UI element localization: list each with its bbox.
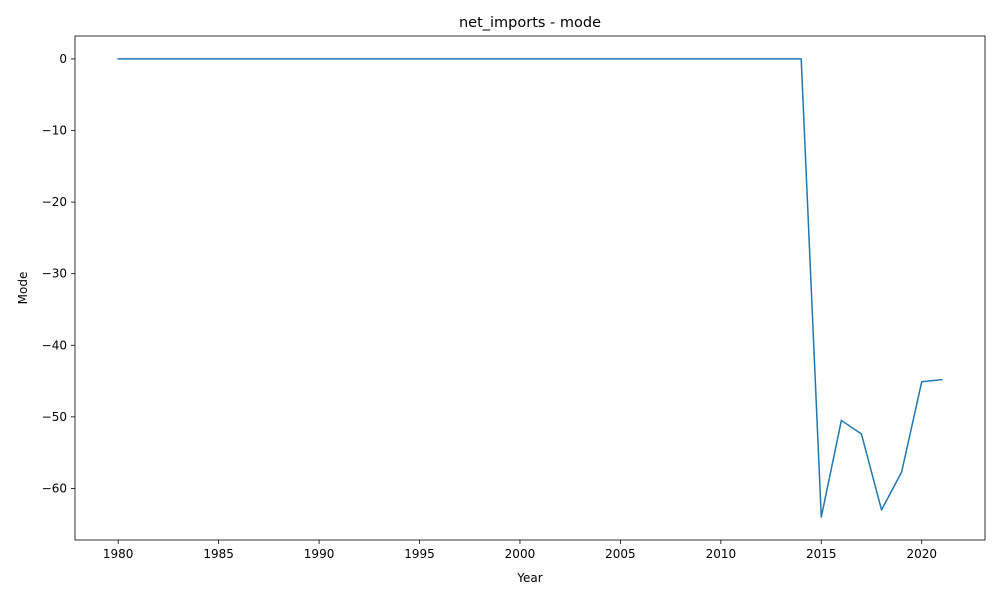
chart-title: net_imports - mode bbox=[459, 15, 601, 31]
x-tick-label: 2005 bbox=[605, 547, 636, 561]
x-tick-label: 2015 bbox=[806, 547, 837, 561]
x-tick-label: 1985 bbox=[203, 547, 234, 561]
plot-frame bbox=[74, 35, 986, 541]
x-axis-ticks: 1980 1985 1990 1995 2000 2005 2010 2015 2020 bbox=[103, 540, 937, 561]
y-tick-label: 0 bbox=[59, 52, 67, 66]
y-axis-label: Mode bbox=[16, 272, 30, 305]
y-tick-label: −20 bbox=[42, 195, 67, 209]
x-tick-label: 1995 bbox=[404, 547, 435, 561]
y-tick-label: −50 bbox=[42, 410, 67, 424]
y-tick-label: −40 bbox=[42, 338, 67, 352]
y-tick-label: −10 bbox=[42, 124, 67, 138]
x-axis-label: Year bbox=[516, 571, 542, 585]
x-tick-label: 2020 bbox=[906, 547, 937, 561]
x-tick-label: 1980 bbox=[103, 547, 134, 561]
series-line-0 bbox=[117, 58, 943, 518]
plot-area bbox=[74, 35, 986, 541]
x-tick-label: 1990 bbox=[304, 547, 335, 561]
y-axis-ticks: 0 −10 −20 −30 −40 −50 −60 bbox=[42, 52, 75, 495]
y-tick-label: −60 bbox=[42, 481, 67, 495]
y-tick-label: −30 bbox=[42, 267, 67, 281]
x-tick-label: 2000 bbox=[505, 547, 536, 561]
x-tick-label: 2010 bbox=[706, 547, 737, 561]
